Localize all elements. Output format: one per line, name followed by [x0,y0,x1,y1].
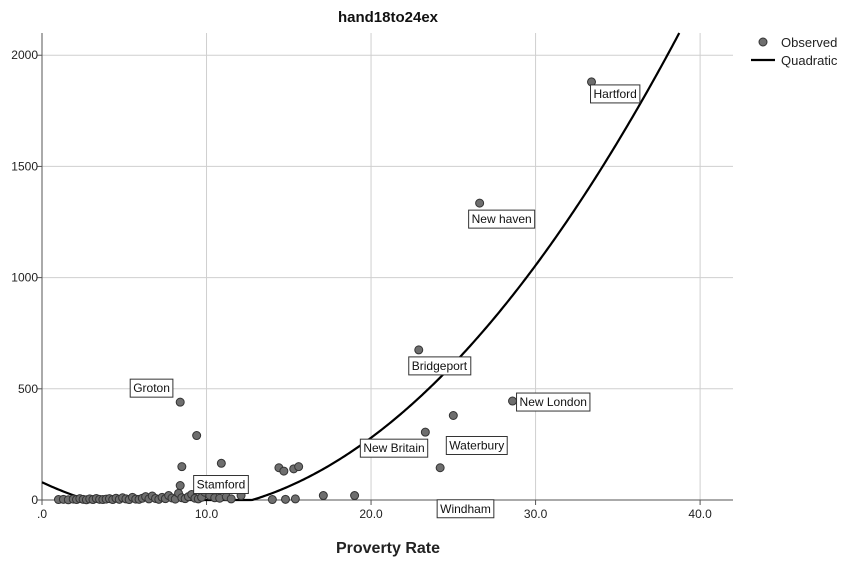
axes: .0 10.0 20.0 30.0 40.0 0 500 1000 1500 2000 [11,33,733,521]
observed-point [414,345,424,355]
annotation-box [445,435,508,455]
x-axis-label: Proverty Rate [336,540,440,557]
observed-point [435,463,445,473]
annotation-new-haven: New haven [468,209,536,229]
observed-point [350,491,360,501]
annotation-label: Stamford [197,478,246,492]
annotation-box [516,392,591,412]
annotation-label: Windham [440,502,491,516]
annotation-new-britain: New Britain [359,438,429,458]
annotation-stamford: Stamford [193,475,249,495]
observed-point [177,462,187,472]
observed-point [216,458,226,468]
y-tick-label: 1000 [11,271,38,285]
annotation-label: New haven [472,212,532,226]
annotation-box [436,499,495,519]
observed-point [192,431,202,441]
x-tick-label: 20.0 [359,507,383,521]
chart-text: hand18to24ex Proverty Rate [336,9,440,557]
observed-point [226,494,236,504]
annotation-label: New London [520,395,587,409]
x-tick-label: .0 [37,507,47,521]
annotation-label: New Britain [363,441,424,455]
observed-point [280,494,290,504]
legend: Observed Quadratic [751,35,838,68]
x-tick-label: 30.0 [524,507,548,521]
x-tick-label: 40.0 [688,507,712,521]
observed-point [420,427,430,437]
quadratic-fit-line [41,32,681,502]
observed-point [279,466,289,476]
annotation-box [590,84,641,104]
y-tick-label: 500 [18,382,38,396]
annotation-waterbury: Waterbury [445,435,508,455]
observed-point [175,481,185,491]
annotation-box [359,438,429,458]
annotation-box [408,356,472,376]
y-tick-label: 2000 [11,48,38,62]
annotation-label: Waterbury [449,438,504,452]
annotation-windham: Windham [436,499,495,519]
legend-label: Observed [781,35,837,50]
annotation-box [468,209,536,229]
annotation-new-london: New London [516,392,591,412]
annotation-hartford: Hartford [590,84,641,104]
annotation-groton: Groton [129,378,174,398]
y-tick-label: 1500 [11,159,38,173]
x-tick-label: 10.0 [195,507,219,521]
legend-label: Quadratic [781,53,838,68]
observed-point [448,410,458,420]
annotation-bridgeport: Bridgeport [408,356,472,376]
annotation-labels: Hartford New haven Bridgeport New London Wat… [129,84,641,519]
observed-point [318,491,328,501]
legend-observed-marker [758,37,768,47]
observed-point [290,494,300,504]
annotation-box [193,475,249,495]
observed-point [475,198,485,208]
annotation-label: Groton [133,381,170,395]
observed-points-layer [53,77,597,505]
annotation-label: Hartford [594,87,637,101]
chart-title: hand18to24ex [338,9,439,26]
observed-point [175,397,185,407]
quadratic-curve-layer [41,32,681,502]
observed-point [294,462,304,472]
annotation-box [129,378,174,398]
observed-point [508,396,518,406]
annotation-label: Bridgeport [412,359,468,373]
y-tick-label: 0 [31,493,38,507]
observed-point [267,495,277,505]
